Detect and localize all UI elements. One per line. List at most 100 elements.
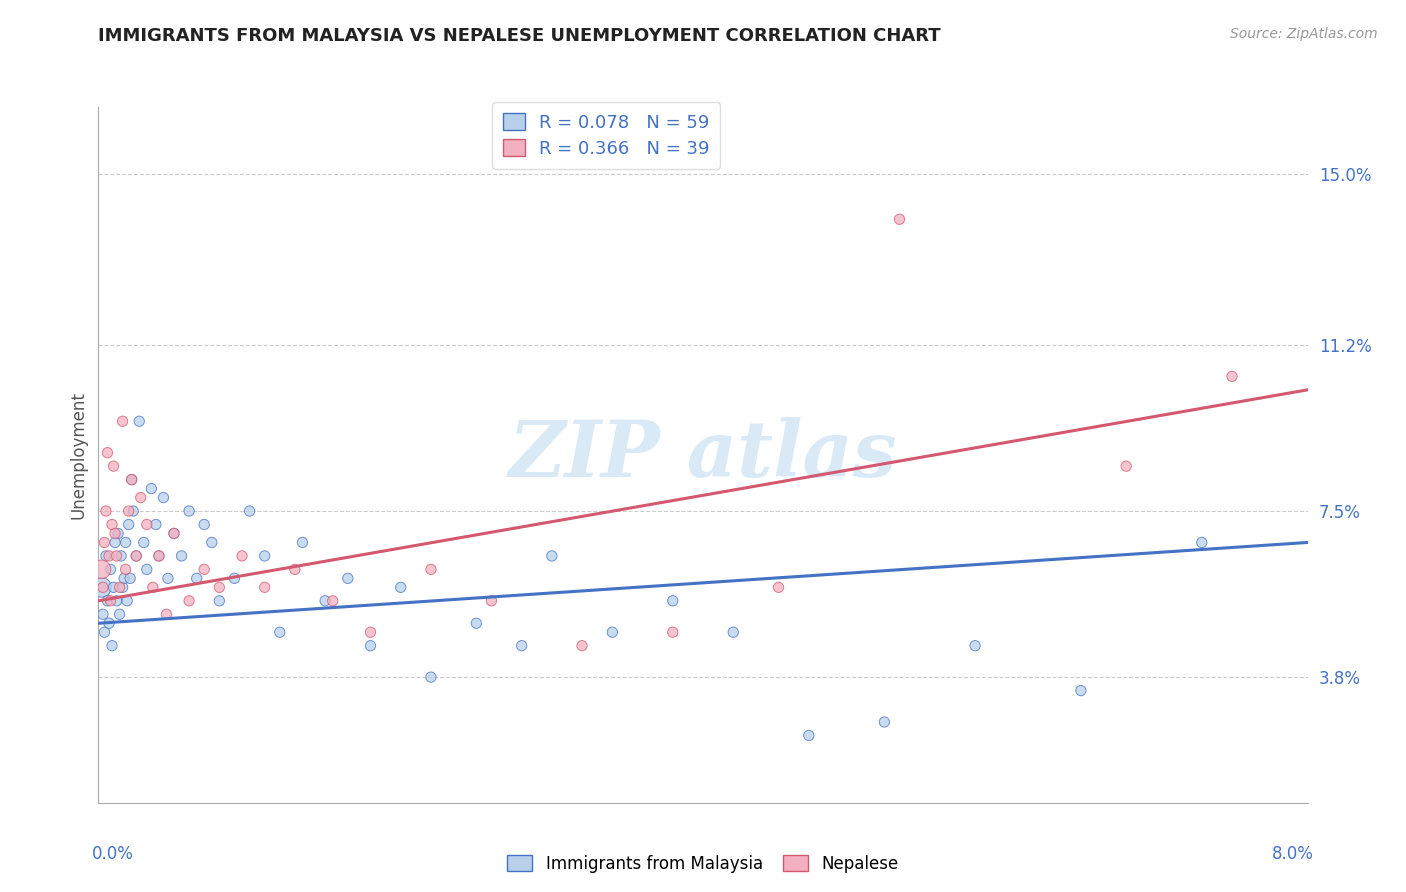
Point <box>100 594 122 608</box>
Point <box>389 580 412 594</box>
Point <box>156 571 179 585</box>
Point <box>101 517 124 532</box>
Text: ZIP atlas: ZIP atlas <box>509 417 897 493</box>
Point <box>571 639 593 653</box>
Point <box>110 549 132 563</box>
Point <box>253 549 276 563</box>
Point <box>661 594 683 608</box>
Point <box>105 594 128 608</box>
Point <box>107 526 129 541</box>
Legend: R = 0.078   N = 59, R = 0.366   N = 39: R = 0.078 N = 59, R = 0.366 N = 39 <box>492 103 720 169</box>
Point <box>1115 459 1137 474</box>
Point <box>103 580 125 594</box>
Point <box>1070 683 1092 698</box>
Point <box>105 549 128 563</box>
Point <box>420 670 443 684</box>
Point <box>208 594 231 608</box>
Point <box>360 625 382 640</box>
Text: 8.0%: 8.0% <box>1272 845 1313 863</box>
Point <box>322 594 344 608</box>
Point <box>481 594 503 608</box>
Point <box>103 459 125 474</box>
Point <box>723 625 745 640</box>
Point <box>125 549 148 563</box>
Point <box>94 549 117 563</box>
Point <box>314 594 336 608</box>
Point <box>96 594 118 608</box>
Point <box>465 616 488 631</box>
Point <box>291 535 314 549</box>
Point <box>96 445 118 459</box>
Text: Source: ZipAtlas.com: Source: ZipAtlas.com <box>1230 27 1378 41</box>
Point <box>965 639 987 653</box>
Point <box>98 616 121 631</box>
Point <box>100 562 122 576</box>
Point <box>121 473 143 487</box>
Point <box>170 549 193 563</box>
Point <box>101 639 124 653</box>
Point <box>797 729 820 743</box>
Point <box>186 571 208 585</box>
Point <box>118 517 141 532</box>
Point <box>122 504 145 518</box>
Point <box>145 517 167 532</box>
Point <box>600 625 623 640</box>
Point <box>510 639 533 653</box>
Point <box>93 625 115 640</box>
Point <box>155 607 177 622</box>
Point <box>163 526 186 541</box>
Point <box>141 482 163 496</box>
Point <box>91 607 114 622</box>
Point <box>112 571 135 585</box>
Point <box>540 549 562 563</box>
Point <box>121 473 143 487</box>
Point <box>108 607 131 622</box>
Point <box>91 580 114 594</box>
Point <box>128 414 150 428</box>
Point <box>98 549 121 563</box>
Point <box>224 571 246 585</box>
Point <box>114 562 136 576</box>
Text: IMMIGRANTS FROM MALAYSIA VS NEPALESE UNEMPLOYMENT CORRELATION CHART: IMMIGRANTS FROM MALAYSIA VS NEPALESE UNE… <box>98 27 941 45</box>
Text: 0.0%: 0.0% <box>93 845 134 863</box>
Point <box>152 491 174 505</box>
Point <box>115 594 138 608</box>
Point <box>239 504 262 518</box>
Point <box>111 414 134 428</box>
Point <box>94 504 117 518</box>
Point <box>360 639 382 653</box>
Point <box>114 535 136 549</box>
Point <box>193 562 215 576</box>
Point <box>231 549 253 563</box>
Point <box>1220 369 1243 384</box>
Point <box>284 562 307 576</box>
Point <box>336 571 359 585</box>
Point <box>661 625 683 640</box>
Point <box>118 504 141 518</box>
Point <box>120 571 142 585</box>
Point <box>253 580 276 594</box>
Point <box>129 491 152 505</box>
Point <box>104 535 127 549</box>
Point <box>132 535 155 549</box>
Point <box>93 535 115 549</box>
Point <box>193 517 215 532</box>
Point <box>135 562 157 576</box>
Point <box>177 594 201 608</box>
Point <box>177 504 201 518</box>
Point <box>873 714 896 729</box>
Point <box>420 562 443 576</box>
Legend: Immigrants from Malaysia, Nepalese: Immigrants from Malaysia, Nepalese <box>501 848 905 880</box>
Point <box>90 580 112 594</box>
Point <box>148 549 170 563</box>
Point <box>104 526 127 541</box>
Point <box>201 535 224 549</box>
Point <box>208 580 231 594</box>
Point <box>142 580 165 594</box>
Y-axis label: Unemployment: Unemployment <box>69 391 87 519</box>
Point <box>768 580 790 594</box>
Point <box>108 580 131 594</box>
Point <box>269 625 291 640</box>
Point <box>125 549 148 563</box>
Point <box>148 549 170 563</box>
